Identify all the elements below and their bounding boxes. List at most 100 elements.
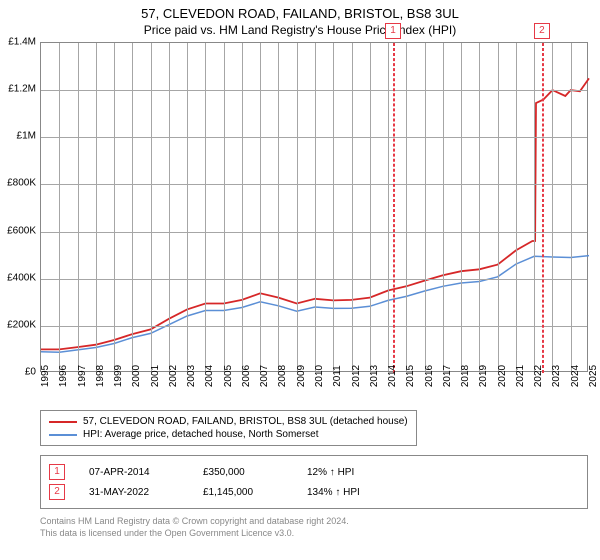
x-axis-label: 2012 [351,365,362,387]
sale-row: 1 07-APR-2014 £350,000 12% ↑ HPI [49,462,579,482]
legend-row: 57, CLEVEDON ROAD, FAILAND, BRISTOL, BS8… [49,415,408,428]
chart-container: 57, CLEVEDON ROAD, FAILAND, BRISTOL, BS8… [0,0,600,560]
gridline-vertical [187,43,188,371]
x-axis-label: 2013 [369,365,380,387]
gridline-vertical [114,43,115,371]
gridline-vertical [370,43,371,371]
x-axis-label: 2008 [277,365,288,387]
x-axis-label: 2016 [424,365,435,387]
footer-line: Contains HM Land Registry data © Crown c… [40,516,349,528]
legend-swatch-property [49,421,77,423]
x-axis-label: 2015 [405,365,416,387]
x-axis-label: 1999 [113,365,124,387]
sale-row-hpi: 134% ↑ HPI [307,487,397,498]
gridline-vertical [333,43,334,371]
y-axis-label: £1M [17,131,36,142]
x-axis-label: 1995 [40,365,51,387]
x-axis-label: 1998 [95,365,106,387]
chart-title-address: 57, CLEVEDON ROAD, FAILAND, BRISTOL, BS8… [0,0,600,21]
gridline-horizontal [41,279,587,280]
footer-attribution: Contains HM Land Registry data © Crown c… [40,516,349,539]
x-axis-label: 2003 [186,365,197,387]
x-axis-label: 2006 [241,365,252,387]
gridline-vertical [461,43,462,371]
gridline-horizontal [41,184,587,185]
sale-row-marker: 2 [49,484,65,500]
gridline-vertical [406,43,407,371]
sale-marker-line [542,43,544,373]
gridline-horizontal [41,326,587,327]
chart-legend: 57, CLEVEDON ROAD, FAILAND, BRISTOL, BS8… [40,410,417,446]
x-axis-label: 2005 [223,365,234,387]
y-axis-label: £600K [7,225,36,236]
legend-row: HPI: Average price, detached house, Nort… [49,428,408,441]
gridline-vertical [151,43,152,371]
legend-label-property: 57, CLEVEDON ROAD, FAILAND, BRISTOL, BS8… [83,416,408,427]
x-axis-label: 2019 [478,365,489,387]
gridline-vertical [59,43,60,371]
chart-subtitle: Price paid vs. HM Land Registry's House … [0,21,600,37]
gridline-vertical [571,43,572,371]
y-axis-label: £400K [7,272,36,283]
gridline-vertical [205,43,206,371]
gridline-vertical [78,43,79,371]
gridline-vertical [352,43,353,371]
gridline-horizontal [41,232,587,233]
gridline-vertical [96,43,97,371]
gridline-horizontal [41,90,587,91]
x-axis-label: 2004 [204,365,215,387]
x-axis-label: 2000 [131,365,142,387]
gridline-vertical [425,43,426,371]
chart-plot-area: 12 £0£200K£400K£600K£800K£1M£1.2M£1.4M19… [40,42,588,372]
plot-box: 12 [40,42,588,372]
x-axis-label: 2007 [259,365,270,387]
gridline-vertical [479,43,480,371]
sale-row-hpi: 12% ↑ HPI [307,467,397,478]
footer-line: This data is licensed under the Open Gov… [40,528,349,540]
y-axis-label: £0 [25,367,36,378]
gridline-vertical [552,43,553,371]
sale-marker-badge: 1 [385,23,401,39]
x-axis-label: 2014 [387,365,398,387]
x-axis-label: 2017 [442,365,453,387]
x-axis-label: 2001 [150,365,161,387]
sale-row-price: £1,145,000 [203,487,283,498]
x-axis-label: 2018 [460,365,471,387]
x-axis-label: 1996 [58,365,69,387]
x-axis-label: 2021 [515,365,526,387]
y-axis-label: £800K [7,178,36,189]
sale-row-date: 07-APR-2014 [89,467,179,478]
x-axis-label: 2022 [533,365,544,387]
x-axis-label: 2010 [314,365,325,387]
gridline-vertical [169,43,170,371]
x-axis-label: 2002 [168,365,179,387]
legend-label-hpi: HPI: Average price, detached house, Nort… [83,429,319,440]
x-axis-label: 2011 [332,365,343,387]
gridline-vertical [498,43,499,371]
sale-marker-line [393,43,395,373]
gridline-vertical [516,43,517,371]
gridline-vertical [224,43,225,371]
y-axis-label: £1.2M [8,84,36,95]
sale-row: 2 31-MAY-2022 £1,145,000 134% ↑ HPI [49,482,579,502]
gridline-vertical [278,43,279,371]
gridline-horizontal [41,137,587,138]
gridline-vertical [297,43,298,371]
sale-row-price: £350,000 [203,467,283,478]
sale-marker-badge: 2 [534,23,550,39]
sale-row-date: 31-MAY-2022 [89,487,179,498]
x-axis-label: 2024 [570,365,581,387]
x-axis-label: 2009 [296,365,307,387]
sales-table: 1 07-APR-2014 £350,000 12% ↑ HPI 2 31-MAY-202… [40,455,588,509]
x-axis-label: 2025 [588,365,599,387]
gridline-vertical [315,43,316,371]
x-axis-label: 1997 [77,365,88,387]
sale-row-marker: 1 [49,464,65,480]
y-axis-label: £200K [7,319,36,330]
gridline-vertical [132,43,133,371]
gridline-vertical [443,43,444,371]
legend-swatch-hpi [49,434,77,436]
x-axis-label: 2020 [497,365,508,387]
gridline-vertical [260,43,261,371]
gridline-vertical [242,43,243,371]
